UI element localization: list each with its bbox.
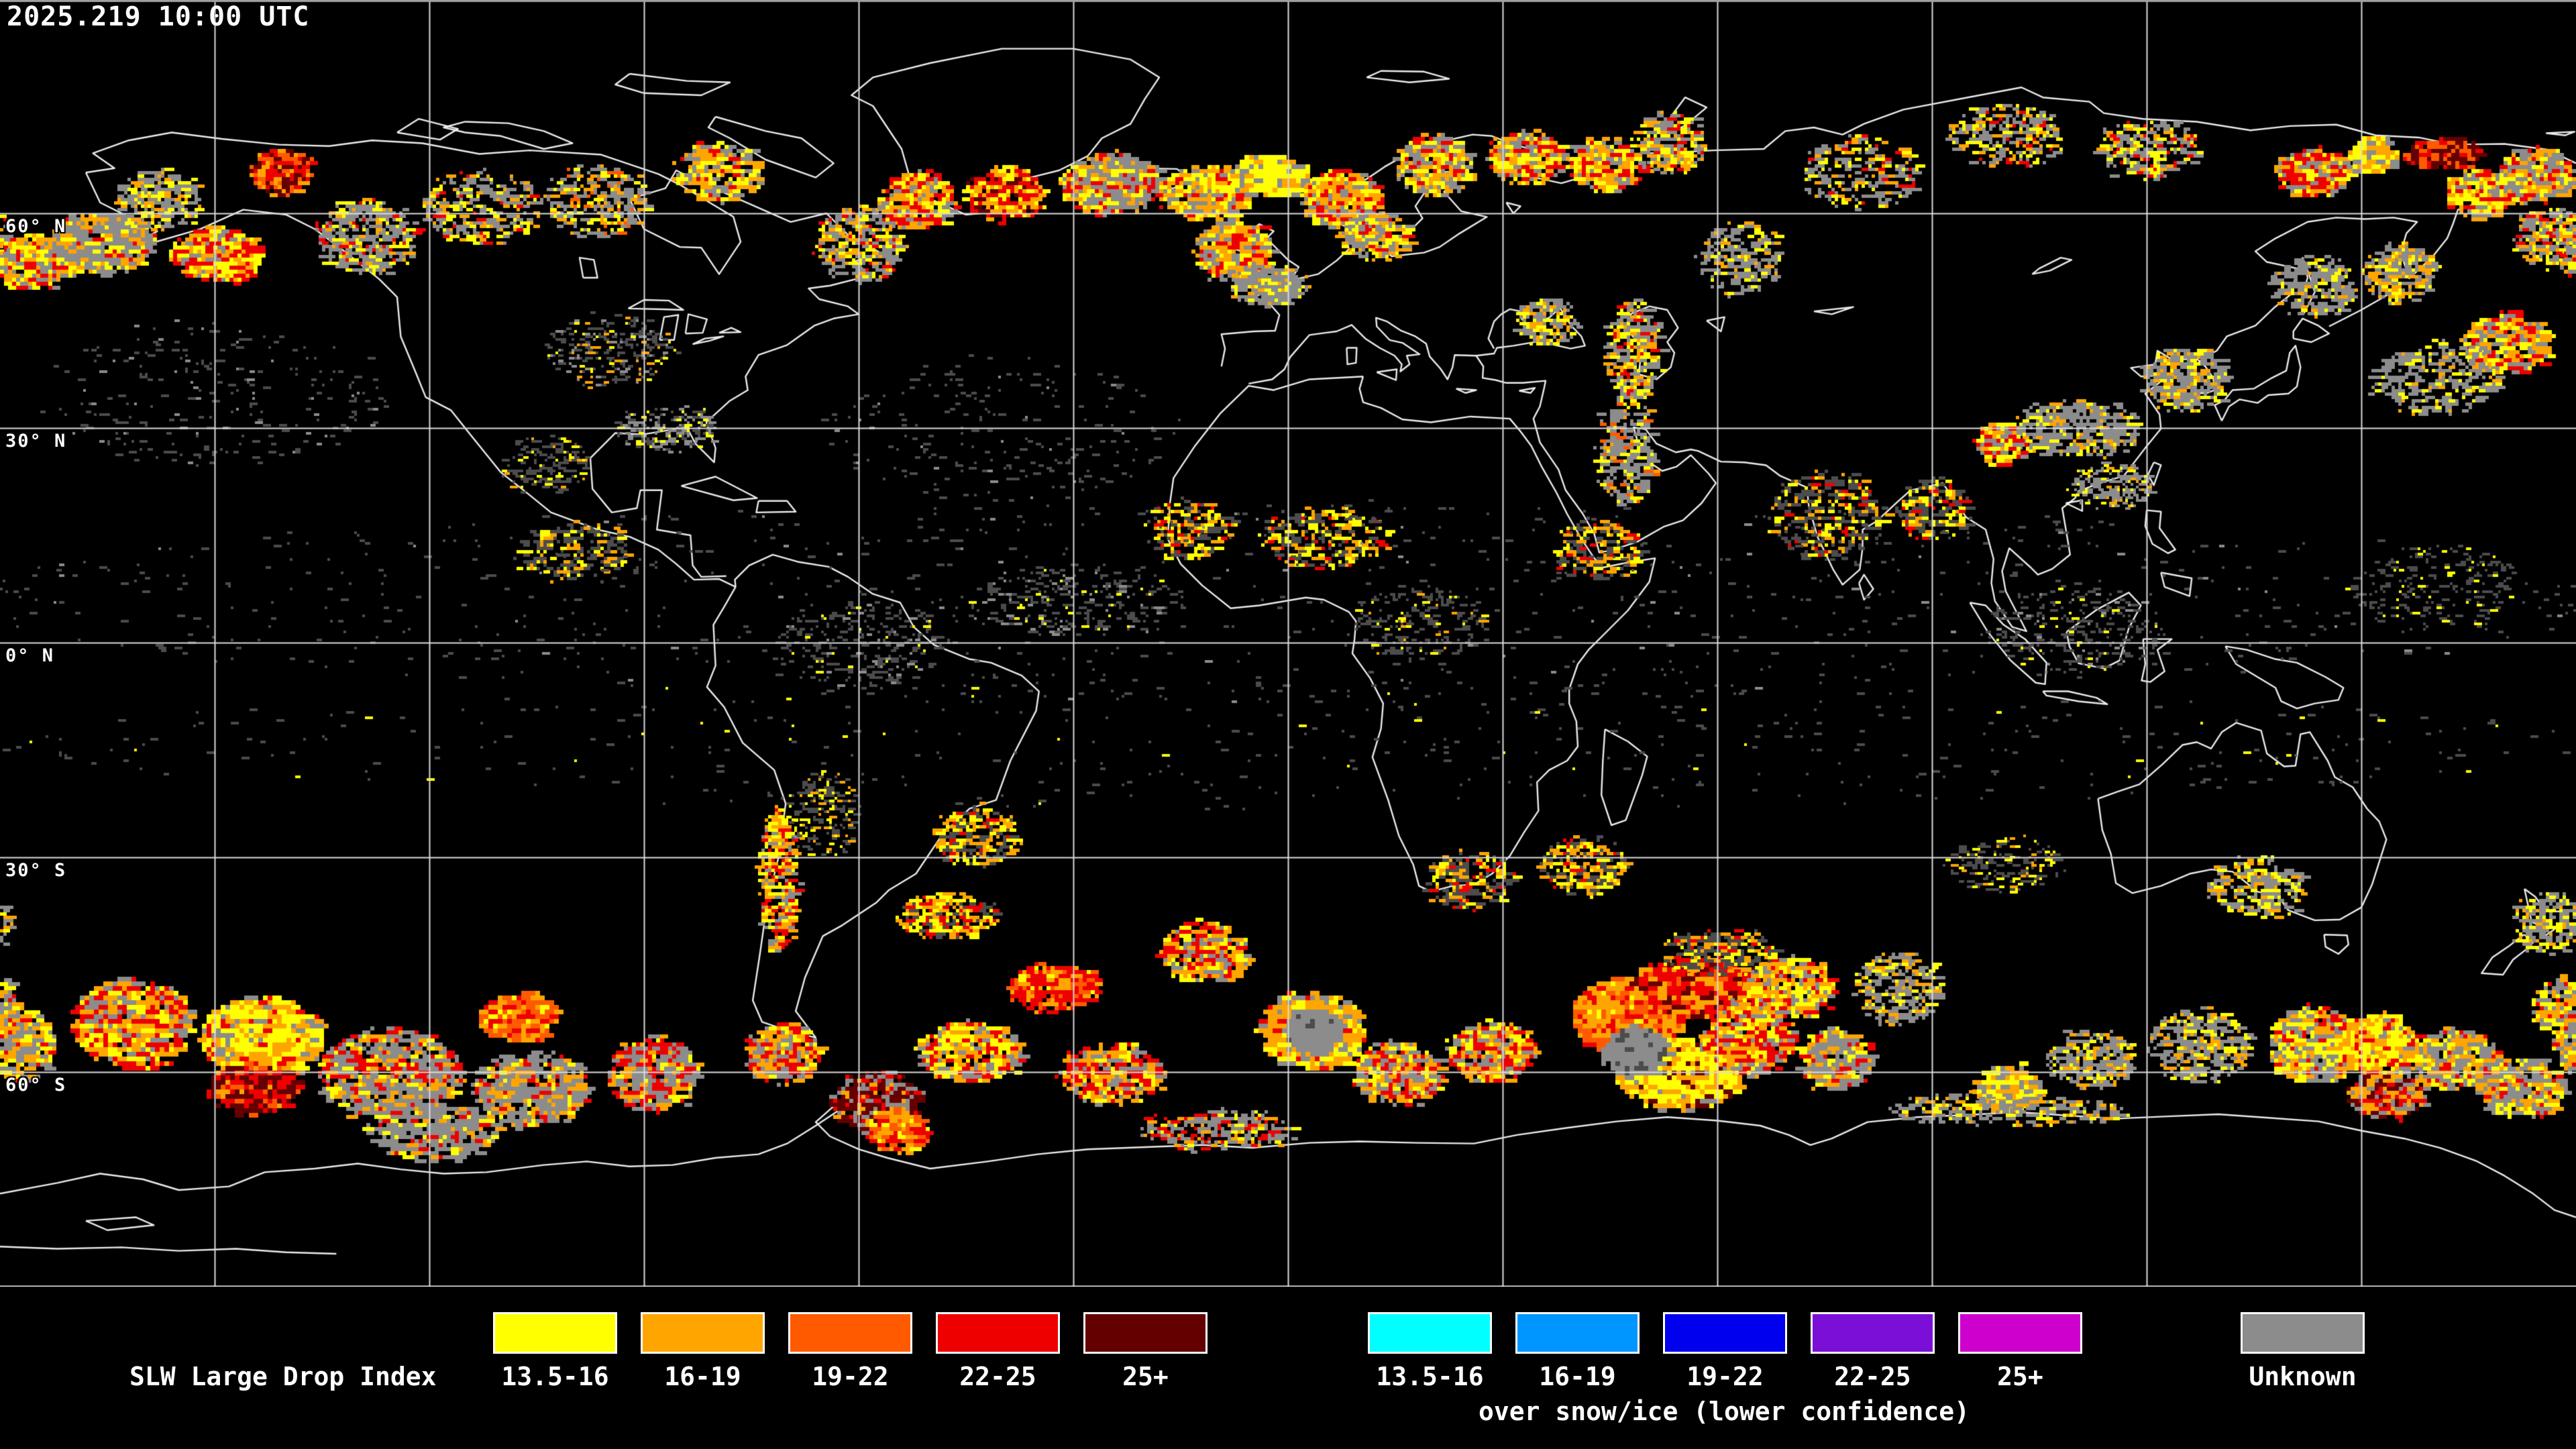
legend-bin-label: 19-22: [1686, 1362, 1764, 1391]
legend-bin-label: 13.5-16: [1376, 1362, 1484, 1391]
latitude-label: 0° N: [5, 645, 55, 666]
legend-bin-label: 16-19: [664, 1362, 741, 1391]
legend-bin-label: 19-22: [812, 1362, 889, 1391]
legend-swatch-normal-0: [493, 1312, 617, 1354]
legend-swatch-snow-ice-4: [1958, 1312, 2082, 1354]
legend-swatch-normal-4: [1083, 1312, 1208, 1354]
legend-snow-ice-caption: over snow/ice (lower confidence): [1478, 1397, 1970, 1426]
legend: SLW Large Drop Index 13.5-16 16-19 19-22 22…: [0, 1287, 2576, 1449]
legend-swatch-snow-ice-2: [1663, 1312, 1787, 1354]
legend-swatch-snow-ice-3: [1811, 1312, 1935, 1354]
legend-swatch-normal-1: [641, 1312, 765, 1354]
legend-swatch-snow-ice-1: [1515, 1312, 1640, 1354]
legend-swatch-unknown: [2241, 1312, 2365, 1354]
latitude-label: 30° N: [5, 430, 67, 451]
latitude-label: 60° N: [5, 215, 67, 237]
legend-bin-label: 16-19: [1539, 1362, 1616, 1391]
legend-bin-label: 25+: [1997, 1362, 2043, 1391]
latitude-label: 30° S: [5, 860, 67, 881]
legend-swatch-snow-ice-0: [1368, 1312, 1492, 1354]
legend-swatch-normal-2: [788, 1312, 912, 1354]
legend-bin-label: 25+: [1122, 1362, 1169, 1391]
legend-swatch-normal-3: [936, 1312, 1060, 1354]
legend-bin-label: 22-25: [1834, 1362, 1911, 1391]
legend-bin-label: 13.5-16: [501, 1362, 609, 1391]
legend-unknown-label: Unknown: [2249, 1362, 2357, 1391]
latitude-label: 60° S: [5, 1075, 67, 1095]
timestamp: 2025.219 10:00 UTC: [7, 1, 310, 32]
legend-title: SLW Large Drop Index: [129, 1362, 437, 1391]
legend-bin-label: 22-25: [959, 1362, 1036, 1391]
